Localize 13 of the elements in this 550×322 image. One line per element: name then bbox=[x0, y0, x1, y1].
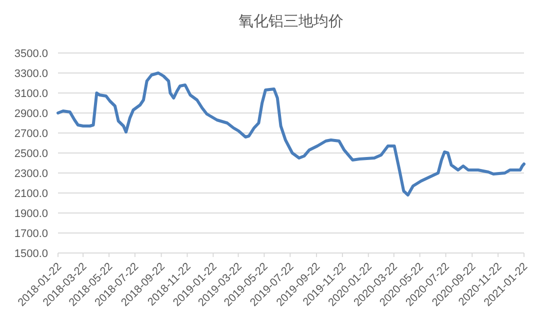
y-tick-label: 2700.0 bbox=[14, 128, 48, 140]
chart-title: 氧化铝三地均价 bbox=[238, 13, 344, 30]
line-series bbox=[56, 72, 526, 196]
y-tick-label: 2500.0 bbox=[14, 148, 48, 160]
y-tick-label: 3300.0 bbox=[14, 68, 48, 80]
y-tick-label: 3500.0 bbox=[14, 48, 48, 60]
y-tick-label: 1500.0 bbox=[14, 248, 48, 260]
y-tick-label: 2300.0 bbox=[14, 168, 48, 180]
y-tick-label: 1900.0 bbox=[14, 208, 48, 220]
y-tick-label: 2900.0 bbox=[14, 108, 48, 120]
y-tick-label: 2100.0 bbox=[14, 188, 48, 200]
y-tick-label: 3100.0 bbox=[14, 88, 48, 100]
y-tick-label: 1700.0 bbox=[14, 228, 48, 240]
